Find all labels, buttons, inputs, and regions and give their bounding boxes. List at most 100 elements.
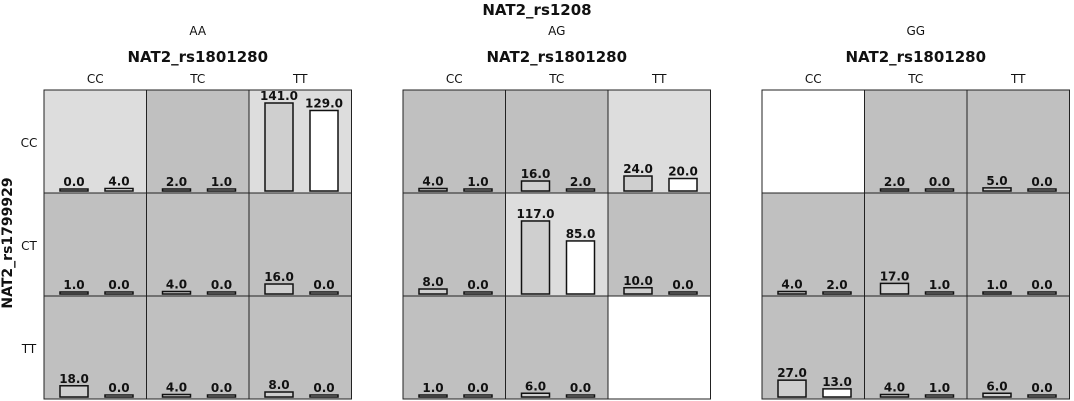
bar-value-label: 117.0 <box>517 207 555 221</box>
bar-second <box>924 291 955 295</box>
bar-value-label: 1.0 <box>929 278 950 292</box>
bar-value-label: 2.0 <box>570 175 591 189</box>
bar-second <box>206 291 237 295</box>
bar-second <box>1027 188 1057 192</box>
bar-value-label: 20.0 <box>668 165 698 179</box>
bar-second <box>309 394 339 398</box>
column-label: CC <box>446 72 463 86</box>
column-label: CC <box>87 72 104 86</box>
bar-value-label: 16.0 <box>264 270 294 284</box>
empty-cell <box>607 295 711 400</box>
mosaic-cell <box>146 295 250 400</box>
bar-value-label: 0.0 <box>211 278 232 292</box>
bar-second <box>104 394 134 398</box>
bar-first <box>623 175 653 192</box>
bar-second <box>565 188 596 192</box>
column-label: TC <box>548 72 564 86</box>
bar-value-label: 0.0 <box>570 381 591 395</box>
bar-first <box>879 282 910 295</box>
mosaic-cell <box>402 192 506 297</box>
bar-value-label: 10.0 <box>623 274 653 288</box>
bar-value-label: 1.0 <box>929 381 950 395</box>
column-label: TT <box>292 72 308 86</box>
bar-value-label: 85.0 <box>566 227 596 241</box>
bar-value-label: 1.0 <box>63 278 84 292</box>
mosaic-cell <box>43 295 147 400</box>
panel-group-label: GG <box>906 24 925 38</box>
bar-second <box>1027 394 1057 398</box>
bar-value-label: 1.0 <box>422 381 443 395</box>
bar-first <box>161 188 192 192</box>
cells-layer <box>43 89 1070 400</box>
bar-second <box>309 109 339 192</box>
bar-value-label: 0.0 <box>108 278 129 292</box>
bar-first <box>777 290 807 295</box>
mosaic-cell <box>248 295 352 400</box>
bar-value-label: 5.0 <box>986 174 1007 188</box>
bar-value-label: 0.0 <box>672 278 693 292</box>
bar-value-label: 6.0 <box>986 379 1007 393</box>
bar-value-label: 0.0 <box>467 381 488 395</box>
panel-group-label: AA <box>189 24 207 38</box>
mosaic-cell <box>966 89 1070 194</box>
bar-value-label: 16.0 <box>521 167 551 181</box>
bar-value-label: 141.0 <box>260 89 298 103</box>
bar-value-label: 0.0 <box>108 381 129 395</box>
panel-group-label: AG <box>548 24 565 38</box>
bar-first <box>623 287 653 295</box>
bar-first <box>879 188 910 192</box>
bar-second <box>565 240 596 295</box>
bar-first <box>520 220 551 295</box>
bar-first <box>264 283 294 295</box>
bar-first <box>982 187 1012 192</box>
bar-second <box>822 291 852 295</box>
bar-value-label: 24.0 <box>623 162 653 176</box>
bar-second <box>822 388 852 398</box>
mosaic-cell <box>402 89 506 194</box>
bar-second <box>206 394 237 398</box>
mosaic-cell <box>402 295 506 400</box>
bar-value-label: 6.0 <box>525 379 546 393</box>
column-label: TC <box>907 72 923 86</box>
bar-second <box>1027 291 1057 295</box>
column-label: CC <box>805 72 822 86</box>
mosaic-cell <box>43 89 147 194</box>
bar-value-label: 2.0 <box>884 175 905 189</box>
bar-value-label: 0.0 <box>1031 381 1052 395</box>
bar-value-label: 18.0 <box>59 372 89 386</box>
bar-second <box>104 291 134 295</box>
y-axis-label: NAT2_rs1799929 <box>0 177 16 308</box>
mosaic-cell <box>146 192 250 297</box>
bar-value-label: 129.0 <box>305 96 343 110</box>
bar-second <box>206 188 237 192</box>
mosaic-cell <box>43 192 147 297</box>
bar-value-label: 4.0 <box>422 175 443 189</box>
bar-first <box>879 393 910 398</box>
bar-value-label: 1.0 <box>211 175 232 189</box>
bar-second <box>309 291 339 295</box>
bar-value-label: 8.0 <box>422 275 443 289</box>
mosaic-cell <box>864 89 968 194</box>
bar-value-label: 4.0 <box>108 175 129 189</box>
mosaic-cell <box>505 295 609 400</box>
bar-value-label: 27.0 <box>777 366 807 380</box>
column-label: TT <box>1010 72 1026 86</box>
bar-value-label: 0.0 <box>313 381 334 395</box>
labels-layer: AA NAT2_rs1801280 CC TC TT 0.0 4.0 2.0 1.0 141.0 1… <box>21 24 1053 395</box>
bar-first <box>520 180 551 192</box>
bar-second <box>463 188 493 192</box>
bar-first <box>264 102 294 192</box>
mosaic-cell <box>146 89 250 194</box>
bar-value-label: 17.0 <box>880 269 910 283</box>
bar-first <box>59 188 89 192</box>
bar-first <box>161 290 192 295</box>
row-label: CC <box>21 136 38 150</box>
bar-second <box>104 187 134 192</box>
bar-second <box>668 291 698 295</box>
panel-xlabel: NAT2_rs1801280 <box>845 48 986 66</box>
chart-title: NAT2_rs1208 <box>482 1 591 19</box>
bar-first <box>982 392 1012 398</box>
bar-first <box>59 291 89 295</box>
mosaic-cell <box>864 295 968 400</box>
bar-value-label: 1.0 <box>986 278 1007 292</box>
